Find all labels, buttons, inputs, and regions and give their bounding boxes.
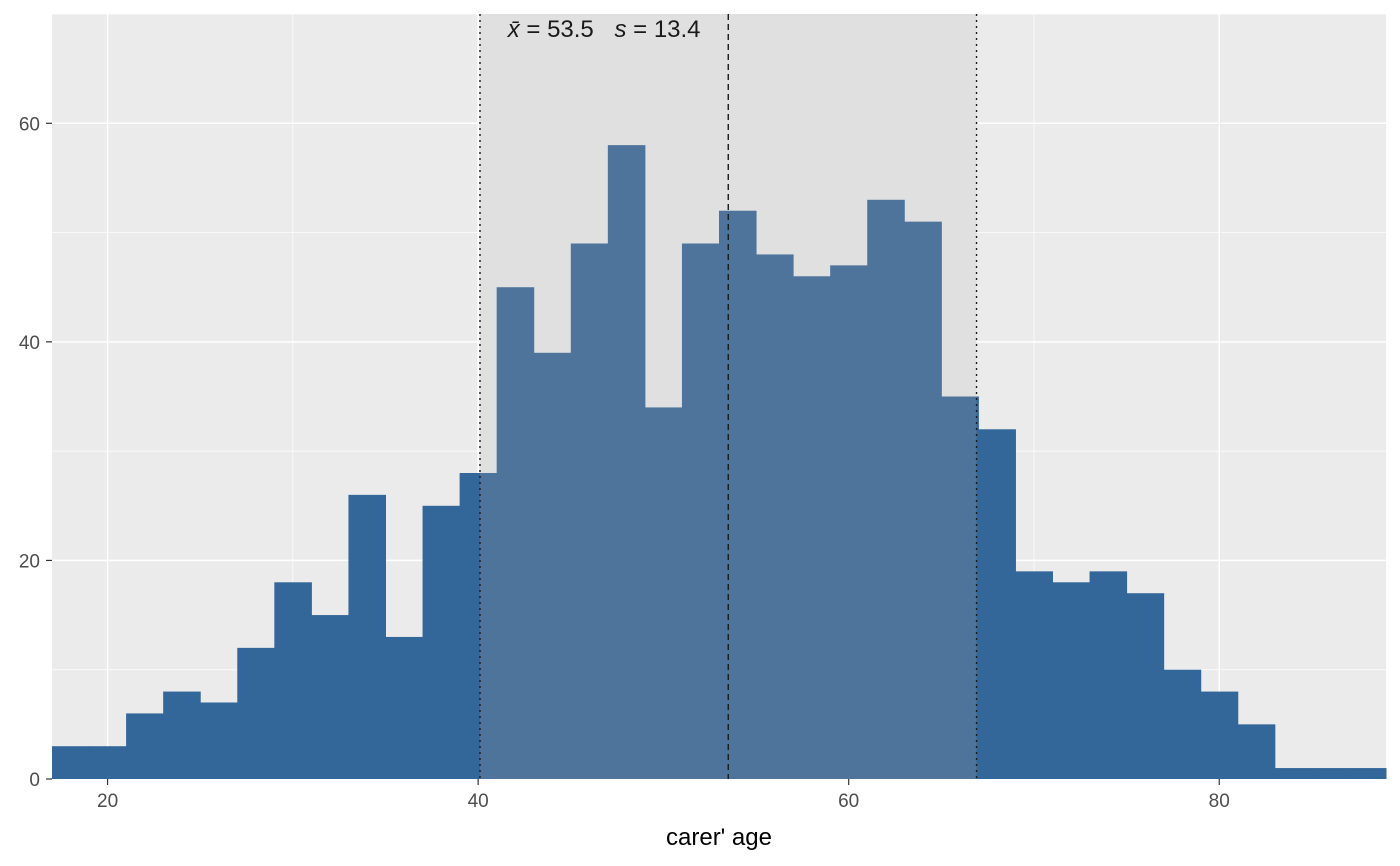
histogram-bar [1126, 593, 1165, 779]
y-tick-label: 20 [19, 551, 40, 572]
histogram-bar [756, 254, 794, 779]
histogram-bar [793, 276, 831, 779]
y-tick-label: 40 [19, 333, 40, 354]
histogram-bar [533, 352, 572, 779]
histogram-bar [1163, 669, 1202, 779]
histogram-bar [479, 473, 498, 779]
x-tick-label: 80 [1209, 791, 1230, 812]
y-tick-label: 60 [19, 114, 40, 135]
histogram-bar [348, 494, 386, 779]
y-tick-label: 0 [29, 770, 40, 791]
histogram-bar [200, 702, 238, 779]
histogram-bar [496, 287, 535, 779]
histogram-bar [1089, 571, 1128, 779]
histogram-bar [126, 713, 164, 779]
x-axis-title: carer' age [666, 824, 772, 851]
histogram-bar [570, 243, 609, 779]
sd-equals: = [633, 16, 647, 43]
mean-symbol: x̄ [507, 16, 521, 43]
histogram-bar [89, 746, 127, 779]
histogram-bar [904, 221, 942, 780]
histogram-bar [1348, 768, 1387, 779]
sd-symbol: s [614, 16, 626, 43]
histogram-bars [52, 145, 1387, 780]
histogram-bar [978, 429, 1016, 779]
y-axis: 0 20 40 60 [19, 114, 52, 791]
x-tick-label: 40 [468, 791, 489, 812]
histogram-bar [867, 199, 905, 780]
histogram-bar [163, 691, 201, 779]
mean-sd-annotation: x̄ = 53.5 s = 13.4 [507, 16, 701, 43]
histogram-bar [681, 243, 720, 779]
histogram-bar [385, 636, 424, 779]
histogram-bar [976, 396, 979, 779]
histogram-bar [237, 647, 275, 779]
histogram-bar [1200, 691, 1239, 779]
x-tick-label: 20 [97, 791, 118, 812]
histogram-bar [719, 210, 757, 779]
histogram-bar [644, 407, 683, 779]
histogram-bar [274, 582, 312, 779]
histogram-bar [1237, 724, 1276, 779]
histogram-bar [1052, 582, 1091, 779]
histogram-bar [1015, 571, 1053, 779]
histogram-bar [1274, 768, 1313, 779]
x-tick-label: 60 [838, 791, 859, 812]
histogram-bar [1311, 768, 1350, 779]
x-axis: 20 40 60 80 [97, 779, 1230, 812]
histogram-bar [459, 473, 481, 779]
mean-value: 53.5 [547, 16, 594, 43]
sd-value: 13.4 [654, 16, 701, 43]
histogram-bar [52, 746, 90, 779]
histogram-bar [311, 615, 349, 779]
histogram-bar [607, 145, 646, 780]
histogram-bar [422, 505, 461, 779]
histogram-bar [830, 265, 868, 779]
mean-equals: = [526, 16, 540, 43]
histogram-bar [941, 396, 978, 779]
